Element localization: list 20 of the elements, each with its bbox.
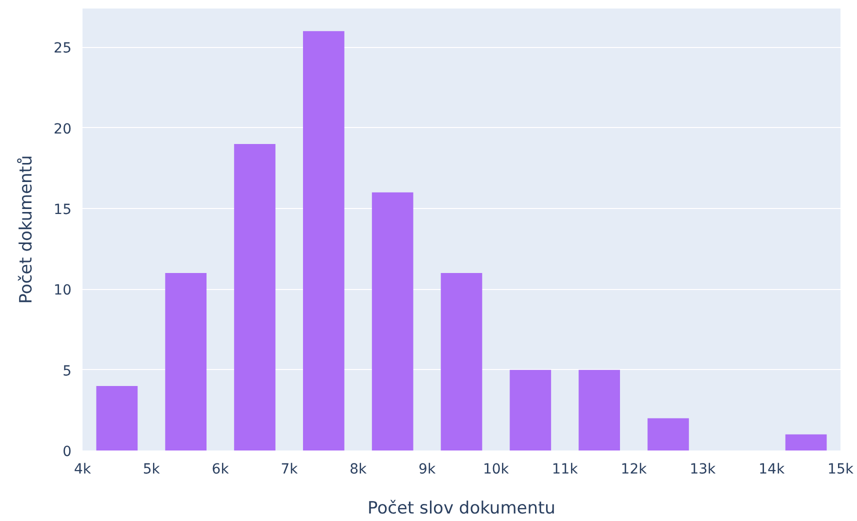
- x-tick-label: 12k: [620, 462, 648, 478]
- y-tick-label: 20: [54, 121, 72, 138]
- y-tick-label: 5: [62, 363, 72, 380]
- x-tick-label: 14k: [758, 462, 786, 478]
- x-tick-label: 15k: [828, 462, 854, 478]
- x-tick-label: 4k: [74, 462, 92, 478]
- x-tick-label: 13k: [690, 462, 717, 478]
- x-tick-label: 10k: [482, 462, 510, 478]
- x-tick-label: 5k: [142, 462, 161, 478]
- y-tick-label: 15: [54, 202, 72, 218]
- x-axis-title: Počet slov dokumentu: [368, 498, 556, 518]
- y-tick-label: 25: [54, 40, 72, 57]
- x-tick-label: 6k: [212, 462, 230, 478]
- x-tick-label: 11k: [552, 462, 579, 478]
- y-axis-title: Počet dokumentů: [16, 155, 37, 304]
- y-tick-label: 0: [62, 444, 72, 460]
- x-tick-label: 8k: [350, 462, 368, 478]
- x-tick-label: 9k: [418, 462, 436, 478]
- y-tick-label: 10: [54, 282, 72, 299]
- x-tick-label: 7k: [280, 462, 299, 478]
